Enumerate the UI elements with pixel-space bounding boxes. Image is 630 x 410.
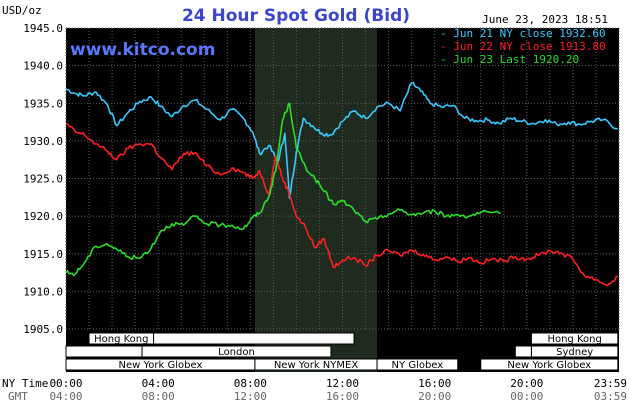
legend-jun22: - Jun 22 NY close 1913.80 — [440, 40, 606, 53]
x-tick-label-ny: 04:00 — [142, 377, 175, 390]
market-sessions: Hong Kong Hong Kong London Sydney New York G… — [65, 332, 619, 371]
series-line-2 — [65, 102, 501, 277]
y-tick-label: 1945.0 — [23, 22, 63, 35]
session-bar — [376, 358, 459, 371]
x-tick-label-gmt: 03:59 — [594, 390, 627, 403]
legend-jun23: - Jun 23 Last 1920.20 — [440, 53, 579, 66]
session-label: New York Globex — [507, 360, 591, 371]
x-tick-label-ny: 12:00 — [326, 377, 359, 390]
x-row-label-gmt: GMT — [8, 390, 28, 403]
chart-date: June 23, 2023 18:51 — [482, 13, 608, 26]
legend-jun21: - Jun 21 NY close 1932.60 — [440, 27, 606, 40]
chart-title: 24 Hour Spot Gold (Bid) — [182, 6, 410, 26]
y-tick-label: 1920.0 — [23, 210, 63, 223]
x-tick-label-ny: 20:00 — [510, 377, 543, 390]
nymex-session-band — [254, 28, 378, 372]
x-tick-label-ny: 16:00 — [418, 377, 451, 390]
x-tick-label-gmt: 20:00 — [418, 390, 451, 403]
session-label: Hong Kong — [547, 334, 601, 345]
x-tick-label-gmt: 16:00 — [326, 390, 359, 403]
session-label: NY Globex — [392, 360, 444, 371]
y-tick-label: 1925.0 — [23, 173, 63, 186]
x-tick-label-ny: 23:59 — [594, 377, 627, 390]
x-tick-label-gmt: 04:00 — [49, 390, 82, 403]
session-bar — [530, 345, 619, 358]
x-row-label-ny: NY Time — [2, 377, 48, 390]
series-line-1 — [65, 122, 618, 287]
x-tick-label-gmt: 00:00 — [510, 390, 543, 403]
session-bar — [514, 345, 532, 358]
legend: - Jun 21 NY close 1932.60 - Jun 22 NY cl… — [440, 27, 606, 66]
y-tick-label: 1935.0 — [23, 97, 63, 110]
session-bar — [65, 345, 143, 358]
session-label: Hong Kong — [94, 334, 148, 345]
session-bar — [530, 332, 619, 345]
source-url[interactable]: www.kitco.com — [70, 40, 215, 60]
y-tick-label: 1915.0 — [23, 248, 63, 261]
session-label: London — [218, 347, 255, 358]
session-label: Sydney — [556, 347, 593, 358]
x-tick-label-gmt: 08:00 — [142, 390, 175, 403]
x-tick-label-gmt: 12:00 — [234, 390, 267, 403]
y-axis-label: USD/oz — [2, 4, 42, 17]
x-tick-label-ny: 08:00 — [234, 377, 267, 390]
x-tick-label-ny: 00:00 — [49, 377, 82, 390]
price-lines — [65, 81, 618, 287]
y-axis-ticks: 1945.0 1940.0 1935.0 1930.0 1925.0 1920.0 1915… — [23, 22, 63, 336]
y-tick-label: 1930.0 — [23, 135, 63, 148]
session-label: New York NYMEX — [274, 360, 359, 371]
session-label: New York Globex — [119, 360, 203, 371]
series-line-0 — [65, 81, 618, 199]
session-bar — [153, 332, 355, 345]
grid-lines — [65, 27, 620, 330]
y-tick-label: 1910.0 — [23, 285, 63, 298]
y-tick-label: 1905.0 — [23, 323, 63, 336]
x-axis-ticks: 00:00 04:00 08:00 12:00 16:00 20:00 23:5904:00… — [49, 377, 627, 403]
session-bar — [141, 345, 332, 358]
session-bar — [480, 358, 619, 371]
y-tick-label: 1940.0 — [23, 60, 63, 73]
